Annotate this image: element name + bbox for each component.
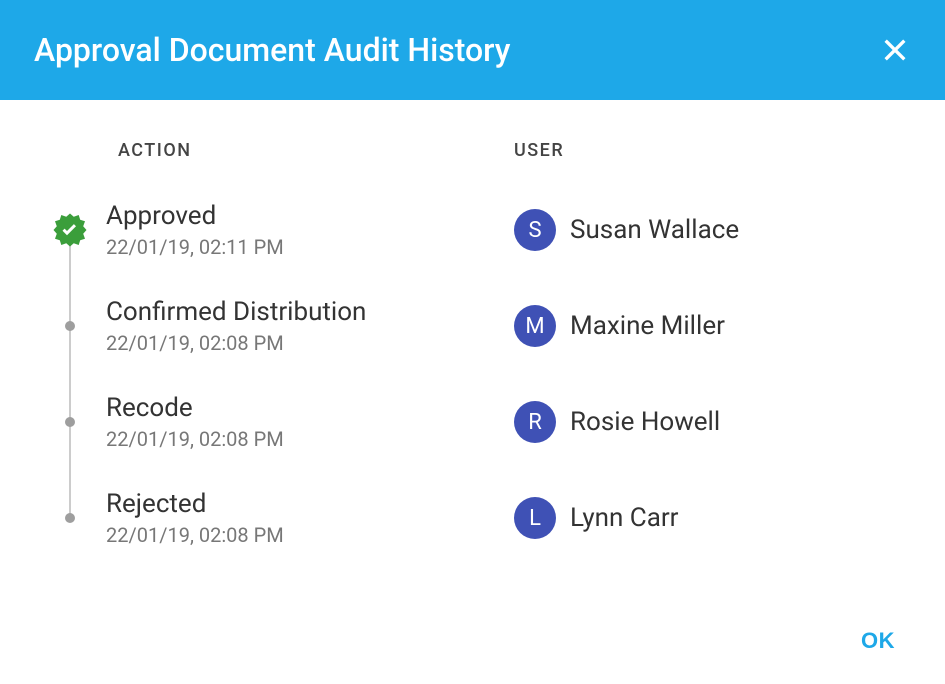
timeline-marker [34,417,106,427]
user-name: Lynn Carr [570,503,678,533]
timeline-row: Recode 22/01/19, 02:08 PM R Rosie Howell [34,393,911,451]
action-cell: Rejected 22/01/19, 02:08 PM [106,489,514,547]
action-column-header: ACTION [118,140,514,161]
close-icon[interactable] [879,34,911,66]
action-cell: Approved 22/01/19, 02:11 PM [106,201,514,259]
ok-button[interactable]: OK [845,618,911,664]
timeline-marker [34,513,106,523]
avatar: L [514,497,556,539]
user-column-header: USER [514,140,564,161]
timeline-row: Approved 22/01/19, 02:11 PM S Susan Wall… [34,201,911,259]
dialog-footer: OK [845,618,911,664]
user-name: Maxine Miller [570,311,725,341]
action-timestamp: 22/01/19, 02:08 PM [106,427,514,451]
timeline-dot-icon [65,417,75,427]
columns-header: ACTION USER [34,140,911,161]
timeline-connector-line [69,231,71,517]
timeline-marker [34,212,106,248]
action-timestamp: 22/01/19, 02:08 PM [106,523,514,547]
user-name: Rosie Howell [570,407,720,437]
dialog-title: Approval Document Audit History [34,31,510,69]
timeline-row: Confirmed Distribution 22/01/19, 02:08 P… [34,297,911,355]
dialog-header: Approval Document Audit History [0,0,945,100]
avatar: S [514,209,556,251]
user-cell: R Rosie Howell [514,401,720,443]
dialog-content: ACTION USER Approved 22/01/19, 02:11 PM … [0,100,945,547]
timeline: Approved 22/01/19, 02:11 PM S Susan Wall… [34,201,911,547]
approved-badge-icon [52,212,88,248]
user-cell: L Lynn Carr [514,497,678,539]
action-cell: Confirmed Distribution 22/01/19, 02:08 P… [106,297,514,355]
action-title: Rejected [106,489,514,519]
avatar: M [514,305,556,347]
action-title: Approved [106,201,514,231]
user-name: Susan Wallace [570,215,739,245]
timeline-dot-icon [65,513,75,523]
timeline-dot-icon [65,321,75,331]
avatar: R [514,401,556,443]
action-cell: Recode 22/01/19, 02:08 PM [106,393,514,451]
action-timestamp: 22/01/19, 02:08 PM [106,331,514,355]
action-title: Confirmed Distribution [106,297,514,327]
timeline-row: Rejected 22/01/19, 02:08 PM L Lynn Carr [34,489,911,547]
action-timestamp: 22/01/19, 02:11 PM [106,235,514,259]
timeline-marker [34,321,106,331]
user-cell: S Susan Wallace [514,209,739,251]
user-cell: M Maxine Miller [514,305,725,347]
action-title: Recode [106,393,514,423]
